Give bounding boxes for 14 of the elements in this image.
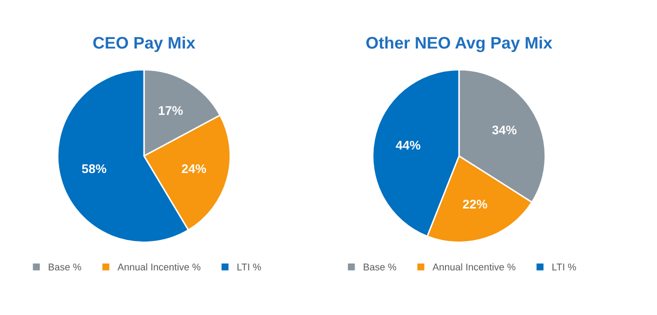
- legend-label: Base %: [48, 264, 82, 270]
- legend-label: Annual Incentive %: [432, 263, 516, 270]
- legend-label: Base %: [364, 264, 396, 270]
- legend-label: Annual Incentive %: [118, 263, 200, 270]
- data-label: 44%: [396, 140, 420, 150]
- chart-title: Other NEO Avg Pay Mix: [366, 36, 552, 52]
- data-label: 58%: [82, 164, 106, 174]
- chart-title: CEO Pay Mix: [93, 36, 196, 52]
- data-label: 22%: [462, 200, 488, 209]
- data-label: 34%: [492, 126, 517, 134]
- data-label: 17%: [158, 106, 183, 115]
- data-label: 24%: [182, 164, 206, 174]
- legend-label: LTI %: [237, 264, 262, 270]
- legend-label: LTI %: [552, 264, 576, 270]
